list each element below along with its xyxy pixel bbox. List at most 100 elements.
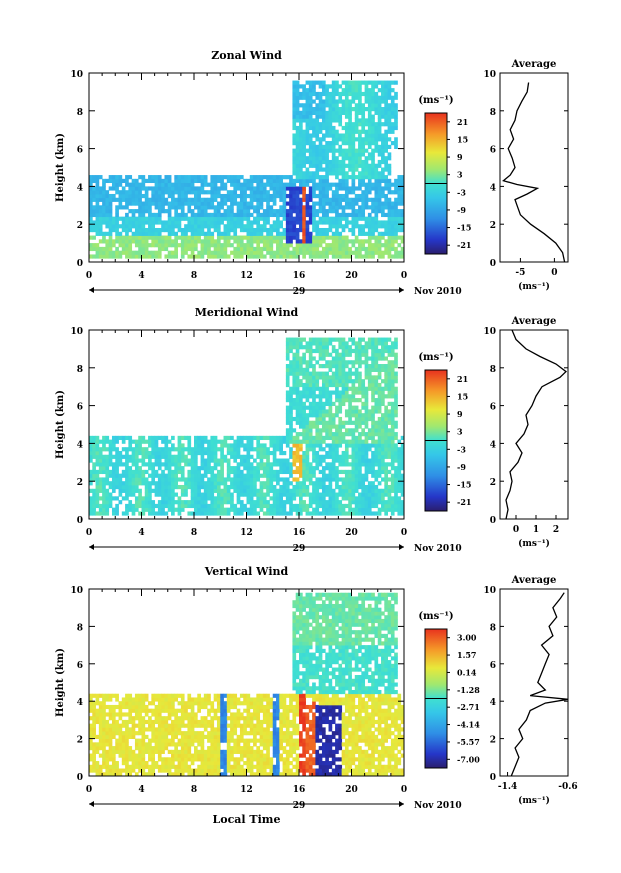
heatmap-cell — [394, 432, 398, 437]
heatmap-cell — [272, 443, 277, 448]
heatmap-cell — [239, 477, 244, 482]
heatmap-cell — [141, 212, 146, 218]
heatmap-cell — [341, 496, 346, 501]
heatmap-cell — [364, 190, 369, 195]
heatmap-cell — [171, 186, 175, 191]
heatmap-cell — [276, 182, 280, 187]
heatmap-cell — [381, 398, 385, 403]
heatmap-cell — [325, 466, 329, 471]
heatmap-cell — [111, 193, 116, 199]
heatmap-cell — [354, 405, 359, 410]
heatmap-cell — [111, 254, 116, 259]
heatmap-cell — [249, 197, 254, 202]
heatmap-cell — [292, 462, 297, 467]
heatmap-cell — [108, 205, 113, 210]
heatmap-cell — [381, 443, 385, 448]
heatmap-cell — [321, 507, 326, 512]
heatmap-cell — [200, 186, 205, 191]
heatmap-cell — [344, 469, 349, 475]
heatmap-cell — [266, 511, 270, 516]
heatmap-cell — [321, 481, 326, 486]
heatmap-cell — [151, 235, 156, 240]
heatmap-cell — [269, 488, 274, 493]
heatmap-cell — [164, 447, 169, 452]
heatmap-cell — [262, 511, 267, 516]
heatmap-cell — [315, 182, 320, 187]
heatmap-cell — [295, 144, 300, 149]
heatmap-cell — [302, 209, 306, 214]
heatmap-cell — [344, 341, 349, 346]
heatmap-cell — [344, 450, 349, 456]
heatmap-cell — [190, 216, 195, 221]
heatmap-cell — [341, 88, 346, 93]
heatmap-cell — [367, 239, 372, 244]
heatmap-cell — [315, 171, 320, 176]
heatmap-cell — [377, 235, 382, 240]
heatmap-cell — [256, 246, 261, 252]
heatmap-cell — [161, 209, 165, 214]
heatmap-cell — [134, 235, 139, 240]
heatmap-cell — [95, 246, 100, 252]
heatmap-cell — [220, 205, 224, 210]
heatmap-cell — [272, 500, 277, 505]
heatmap-cell — [262, 227, 267, 233]
heatmap-cell — [203, 488, 208, 493]
heatmap-cell — [325, 197, 329, 202]
heatmap-cell — [302, 129, 306, 134]
heatmap-cell — [216, 220, 221, 225]
heatmap-cell — [315, 409, 320, 414]
heatmap-cell — [184, 190, 188, 195]
heatmap-cell — [285, 201, 290, 206]
heatmap-cell — [256, 469, 261, 475]
heatmap-cell — [262, 435, 267, 441]
heatmap-cell — [384, 159, 388, 165]
heatmap-cell — [131, 462, 136, 467]
heatmap-cell — [351, 409, 356, 414]
heatmap-cell — [384, 91, 388, 97]
heatmap-cell — [394, 254, 398, 259]
heatmap-cell — [102, 466, 106, 471]
heatmap-cell — [190, 254, 195, 259]
heatmap-cell — [262, 443, 267, 448]
heatmap-cell — [377, 197, 382, 202]
heatmap-cell — [338, 341, 343, 346]
heatmap-cell — [302, 231, 306, 236]
heatmap-cell — [102, 484, 106, 490]
heatmap-cell — [197, 488, 201, 493]
heatmap-cell — [161, 220, 165, 225]
heatmap-cell — [397, 454, 402, 459]
heatmap-cell — [216, 209, 221, 214]
heatmap-cell — [164, 239, 169, 244]
heatmap-cell — [259, 205, 264, 210]
heatmap-cell — [200, 205, 205, 210]
heatmap-cell — [335, 227, 339, 233]
heatmap-cell — [108, 246, 113, 252]
heatmap-cell — [259, 178, 264, 184]
heatmap-cell — [253, 254, 257, 259]
heatmap-cell — [335, 473, 339, 478]
heatmap-cell — [338, 375, 343, 380]
heatmap-cell — [151, 175, 156, 180]
heatmap-cell — [331, 473, 336, 478]
heatmap-cell — [243, 443, 247, 448]
heatmap-cell — [390, 379, 395, 384]
heatmap-cell — [315, 212, 320, 218]
heatmap-cell — [312, 401, 316, 406]
heatmap-cell — [282, 190, 287, 195]
heatmap-cell — [394, 364, 398, 369]
heatmap-cell — [131, 190, 136, 195]
heatmap-cell — [361, 141, 366, 146]
heatmap-cell — [321, 159, 326, 165]
heatmap-cell — [394, 91, 398, 97]
heatmap-cell — [89, 197, 93, 202]
heatmap-cell — [384, 88, 388, 93]
heatmap-cell — [125, 201, 129, 206]
heatmap-cell — [98, 239, 103, 244]
heatmap-cell — [92, 462, 96, 467]
heatmap-cell — [226, 193, 231, 199]
heatmap-cell — [305, 201, 310, 206]
heatmap-cell — [216, 224, 221, 229]
heatmap-cell — [249, 212, 254, 218]
heatmap-cell — [321, 148, 326, 153]
heatmap-cell — [203, 178, 208, 184]
